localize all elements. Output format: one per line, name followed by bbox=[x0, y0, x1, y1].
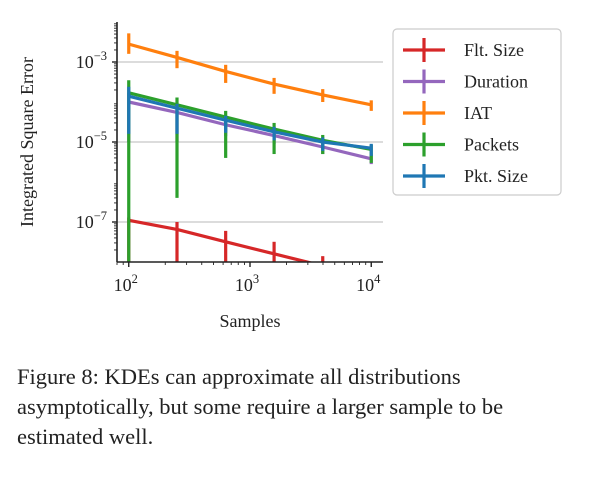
series-layer bbox=[127, 33, 373, 262]
series-line bbox=[128, 94, 372, 150]
line-chart: 10−3 10−5 10−7 102 103 104 Samples Integrated… bbox=[17, 22, 562, 331]
y-tick-label: 10−5 bbox=[76, 129, 107, 152]
legend-label: Duration bbox=[464, 72, 528, 92]
y-tick-label: 10−3 bbox=[76, 49, 107, 72]
legend-label: Pkt. Size bbox=[464, 166, 528, 186]
y-tick-label: 10−7 bbox=[76, 209, 107, 232]
legend-item: Duration bbox=[403, 69, 528, 94]
legend-item: Flt. Size bbox=[403, 38, 524, 62]
x-tick-label: 102 bbox=[114, 272, 138, 295]
series-line bbox=[128, 42, 372, 107]
series-line bbox=[128, 218, 314, 262]
x-tick-label: 103 bbox=[235, 272, 259, 295]
legend-label: IAT bbox=[464, 103, 492, 123]
legend-item: Packets bbox=[403, 132, 519, 157]
legend-label: Packets bbox=[464, 135, 519, 155]
series-pkt-size bbox=[127, 86, 373, 156]
series-iat bbox=[127, 33, 373, 111]
plot-area bbox=[127, 33, 373, 262]
ticks: 10−3 10−5 10−7 102 103 104 bbox=[76, 23, 381, 295]
legend-label: Flt. Size bbox=[464, 40, 524, 60]
legend-item: IAT bbox=[403, 101, 492, 125]
series-line bbox=[128, 91, 372, 152]
gridlines bbox=[117, 61, 383, 223]
legend-frame bbox=[392, 28, 562, 196]
y-axis-label: Integrated Square Error bbox=[17, 57, 37, 227]
series-packets bbox=[127, 80, 373, 262]
x-axis-label: Samples bbox=[220, 311, 281, 331]
figure-caption: Figure 8: KDEs can approximate all distr… bbox=[17, 364, 504, 449]
series-line bbox=[128, 100, 372, 161]
legend-item: Pkt. Size bbox=[403, 164, 528, 188]
x-tick-label: 104 bbox=[356, 272, 381, 295]
legend: Flt. Size Duration IAT Packets Pkt. Size bbox=[392, 28, 562, 196]
